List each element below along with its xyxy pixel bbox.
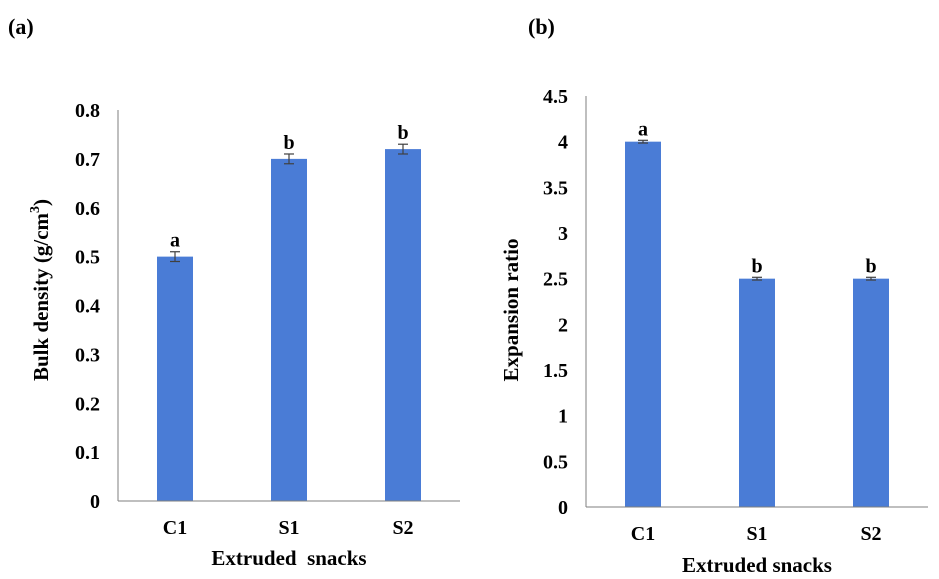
y-axis-title-superscript: 3 — [28, 206, 43, 213]
y-tick-label: 0.6 — [75, 198, 100, 220]
y-tick-label: 2.5 — [543, 269, 568, 291]
y-tick-label: 0.7 — [75, 149, 100, 171]
y-tick-label: 1 — [558, 406, 568, 428]
error-bar — [866, 276, 876, 281]
x-tick-label: C1 — [163, 517, 187, 539]
x-axis-title: Extruded snacks — [211, 546, 366, 570]
bar-s1 — [739, 278, 775, 507]
significance-label: b — [865, 255, 876, 277]
bulk-density-chart: a b b 0 0.1 0.2 0.3 0.4 0.5 0.6 0.7 0.8 C1 S1 S2 Ext… — [28, 100, 460, 570]
y-tick-label: 3 — [558, 223, 568, 245]
significance-label: b — [397, 122, 408, 144]
x-tick-label: S1 — [746, 523, 767, 545]
significance-label: a — [170, 230, 180, 252]
significance-label: b — [751, 255, 762, 277]
bar-s2 — [853, 278, 889, 507]
x-axis-title: Extruded snacks — [682, 553, 832, 577]
error-bar — [752, 276, 762, 281]
error-bar — [284, 153, 294, 165]
expansion-ratio-chart: a b b 0 0.5 1 1.5 2 2.5 3 3.5 4 4.5 C1 S1 S2 Extruded… — [499, 86, 928, 577]
y-tick-label: 2 — [558, 314, 568, 336]
panel-a-label: (a) — [8, 14, 34, 39]
significance-label: a — [638, 118, 648, 140]
x-tick-label: S2 — [860, 523, 881, 545]
bar-s1 — [271, 158, 307, 501]
y-tick-label: 4 — [558, 132, 568, 154]
panel-b-label: (b) — [528, 14, 555, 39]
y-tick-label: 0.3 — [75, 344, 100, 366]
y-tick-label: 0.1 — [75, 442, 100, 464]
error-bar — [398, 143, 408, 155]
y-tick-label: 0.5 — [75, 247, 100, 269]
x-tick-label: C1 — [631, 523, 655, 545]
y-tick-label: 0.5 — [543, 451, 568, 473]
bar-c1 — [625, 141, 661, 507]
y-tick-label: 1.5 — [543, 360, 568, 382]
x-tick-label: S2 — [392, 517, 413, 539]
y-tick-label: 0.4 — [75, 296, 100, 318]
bar-s2 — [385, 149, 421, 501]
y-tick-label: 0.2 — [75, 393, 100, 415]
y-axis-title: Bulk density (g/cm3) — [28, 199, 53, 381]
y-tick-label: 0 — [558, 497, 568, 519]
y-axis-title-end: ) — [29, 199, 53, 206]
y-tick-label: 4.5 — [543, 86, 568, 108]
y-axis-title: Expansion ratio — [499, 239, 523, 382]
y-axis-title-main: Bulk density (g/cm — [29, 212, 53, 381]
x-tick-label: S1 — [278, 517, 299, 539]
y-tick-label: 3.5 — [543, 177, 568, 199]
bar-c1 — [157, 256, 193, 501]
significance-label: b — [283, 132, 294, 154]
error-bar — [638, 139, 648, 144]
error-bar — [170, 251, 180, 263]
y-tick-label: 0.8 — [75, 100, 100, 122]
y-tick-label: 0 — [90, 491, 100, 513]
